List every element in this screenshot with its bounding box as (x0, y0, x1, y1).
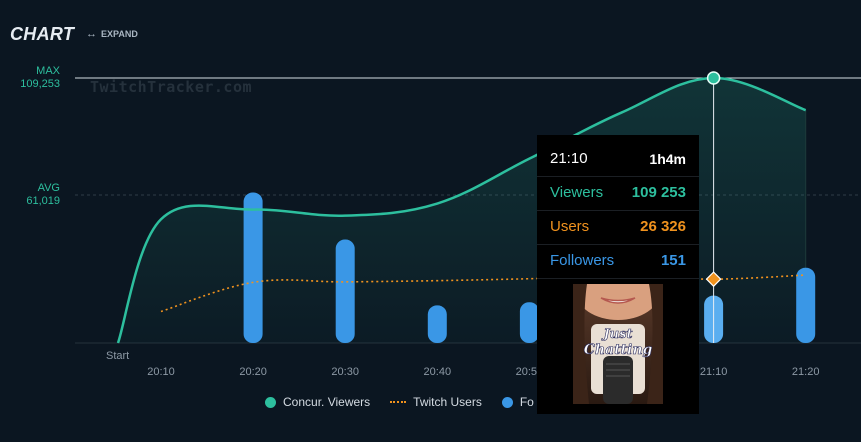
legend-followers-label: Fo (519, 395, 534, 409)
followers-bar-2030 (335, 239, 355, 343)
max-label-name: MAX (36, 65, 60, 77)
chart-title: CHART (10, 24, 75, 44)
tooltip-divider (537, 278, 699, 279)
tooltip-viewers-row: Viewers 109 253 (550, 184, 686, 201)
expand-button[interactable]: ↔ EXPAND (86, 28, 138, 40)
tooltip-duration: 1h4m (649, 150, 686, 167)
x-tick-label: 20:40 (424, 366, 452, 378)
avg-label-name: AVG (37, 182, 60, 194)
just-chatting-category-image: Just Chatting (573, 284, 663, 404)
users-line (160, 274, 806, 313)
tooltip-divider (537, 210, 699, 211)
followers-bar-2020 (243, 192, 263, 343)
viewers-area-fill (118, 77, 806, 344)
legend-viewers-swatch (265, 396, 276, 408)
watermark: TwitchTracker.com (90, 78, 253, 96)
x-tick-label: 20:30 (331, 366, 359, 378)
tooltip-viewers-label: Viewers (550, 184, 604, 201)
viewers-hover-marker (706, 71, 721, 85)
followers-bar-2120 (796, 267, 816, 343)
chart-legend: Concur. Viewers Twitch Users Fo (265, 395, 534, 409)
expand-label: EXPAND (101, 29, 138, 39)
viewers-line (116, 76, 807, 344)
x-tick-label: 20:20 (239, 366, 267, 378)
tooltip-header-row: 21:10 1h4m (550, 150, 686, 167)
followers-bar-2040 (427, 305, 447, 343)
legend-followers-swatch (501, 396, 513, 408)
legend-viewers-label: Concur. Viewers (283, 395, 371, 409)
max-label-value: 109,253 (20, 78, 60, 90)
tooltip-viewers-value: 109 253 (631, 184, 686, 201)
max-reference-label: MAX 109,253 (20, 65, 60, 91)
x-tick-label: 20:10 (147, 366, 175, 378)
chart-tooltip: 21:10 1h4m Viewers 109 253 Users 26 326 … (537, 135, 699, 414)
legend-users-swatch (390, 401, 407, 403)
tooltip-followers-row: Followers 151 (550, 252, 686, 269)
svg-text:Chatting: Chatting (584, 342, 653, 358)
tooltip-divider (537, 244, 699, 245)
tooltip-users-row: Users 26 326 (550, 218, 686, 235)
tooltip-users-value: 26 326 (640, 218, 686, 235)
legend-item-viewers[interactable]: Concur. Viewers (265, 395, 370, 409)
tooltip-time: 21:10 (550, 150, 588, 167)
avg-label-value: 61,019 (26, 195, 60, 207)
legend-users-label: Twitch Users (413, 395, 482, 409)
x-tick-label: 20:50 (516, 366, 544, 378)
tooltip-users-label: Users (550, 218, 590, 235)
legend-item-users[interactable]: Twitch Users (390, 395, 482, 409)
users-hover-marker (705, 271, 722, 288)
avg-reference-label: AVG 61,019 (26, 182, 60, 208)
followers-bar-2050 (519, 302, 539, 343)
x-tick-label: Start (106, 350, 129, 362)
x-tick-label: 21:20 (792, 366, 820, 378)
legend-item-followers[interactable]: Fo (501, 395, 534, 409)
tooltip-divider (537, 176, 699, 177)
x-tick-label: 21:10 (700, 366, 728, 378)
tooltip-followers-label: Followers (550, 252, 615, 269)
tooltip-followers-value: 151 (660, 252, 686, 269)
expand-arrows-icon: ↔ (86, 28, 97, 40)
svg-text:Just: Just (601, 327, 633, 342)
